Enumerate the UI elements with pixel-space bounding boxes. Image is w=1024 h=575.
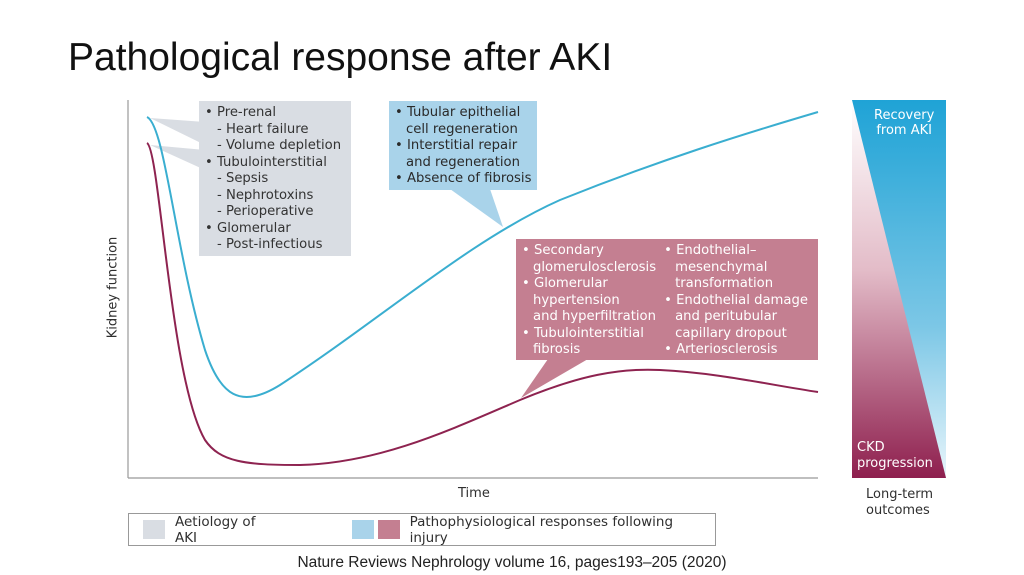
recovery-outcome-label: Recovery from AKI bbox=[874, 108, 934, 138]
legend-swatch-blue bbox=[351, 520, 374, 539]
x-axis-label: Time bbox=[458, 486, 490, 501]
ckd-outcome-label: CKD progression bbox=[857, 440, 933, 472]
aetiology-item: - Sepsis bbox=[217, 171, 269, 186]
aetiology-item: - Post-infectious bbox=[217, 237, 323, 252]
citation: Nature Reviews Nephrology volume 16, pag… bbox=[297, 554, 727, 571]
progression-item: • Glomerular bbox=[522, 276, 608, 291]
progression-item: • Endothelial damage bbox=[664, 292, 808, 308]
aetiology-callout: • Pre-renal - Heart failure - Volume dep… bbox=[199, 101, 351, 256]
outcomes-label-line: Long-term bbox=[866, 487, 934, 502]
aetiology-item: • Tubulointerstitial bbox=[205, 154, 327, 170]
progression-item: • Arteriosclerosis bbox=[664, 342, 778, 357]
aetiology-item: - Heart failure bbox=[217, 121, 309, 137]
progression-item: glomerulosclerosis bbox=[533, 259, 657, 275]
aetiology-item: • Pre-renal bbox=[205, 105, 277, 120]
slide-title: Pathological response after AKI bbox=[68, 36, 613, 79]
aetiology-callout-tail bbox=[150, 118, 205, 145]
legend-swatch-pink bbox=[377, 520, 400, 539]
progression-item: fibrosis bbox=[533, 342, 581, 357]
recovery-label-line: Recovery bbox=[874, 108, 935, 123]
progression-column-1: • Secondary glomerulosclerosis • Glomeru… bbox=[522, 243, 657, 357]
progression-item: hypertension bbox=[533, 292, 620, 308]
long-term-outcomes-label: Long-term outcomes bbox=[866, 487, 933, 519]
recovery-item: cell regeneration bbox=[406, 121, 518, 137]
legend-responses: Pathophysiological responses following i… bbox=[409, 513, 674, 546]
progression-item: • Secondary bbox=[522, 243, 604, 258]
outcome-bar-recovery-triangle bbox=[852, 100, 946, 478]
y-axis-label: Kidney function bbox=[105, 236, 121, 339]
progression-item: and peritubular bbox=[675, 309, 778, 324]
legend: Aetiology of AKI Pathophysiological resp… bbox=[128, 513, 716, 546]
recovery-callout: • Tubular epithelial cell regeneration •… bbox=[389, 101, 537, 190]
outcomes-label-line: outcomes bbox=[866, 503, 930, 518]
progression-item: capillary dropout bbox=[675, 325, 787, 341]
recovery-item: • Absence of fibrosis bbox=[395, 171, 532, 186]
recovery-item: • Tubular epithelial bbox=[395, 105, 521, 120]
aetiology-item: - Nephrotoxins bbox=[217, 187, 314, 203]
aetiology-callout-tail-2 bbox=[150, 145, 205, 170]
progression-item: • Endothelial– bbox=[664, 243, 757, 258]
aetiology-item: - Perioperative bbox=[217, 204, 314, 219]
progression-item: • Tubulointerstitial bbox=[522, 325, 644, 341]
progression-column-2: • Endothelial– mesenchymal transformatio… bbox=[664, 243, 808, 357]
progression-item: and hyperfiltration bbox=[533, 309, 656, 324]
progression-item: transformation bbox=[675, 276, 774, 291]
recovery-item: and regeneration bbox=[406, 154, 520, 170]
ckd-label-line: progression bbox=[857, 456, 933, 471]
ckd-label-line: CKD bbox=[857, 440, 885, 455]
legend-swatch-gray bbox=[143, 520, 165, 539]
recovery-item: • Interstitial repair bbox=[395, 138, 518, 153]
aetiology-item: - Volume depletion bbox=[217, 138, 342, 153]
recovery-callout-tail bbox=[450, 189, 503, 227]
legend-aetiology: Aetiology of AKI bbox=[174, 513, 256, 546]
progression-item: mesenchymal bbox=[675, 259, 768, 275]
progression-callout: • Secondary glomerulosclerosis • Glomeru… bbox=[516, 239, 818, 360]
aetiology-item: • Glomerular bbox=[205, 220, 291, 236]
recovery-curve bbox=[146, 111, 819, 398]
ckd-curve bbox=[146, 142, 819, 467]
recovery-label-line: from AKI bbox=[876, 123, 932, 138]
progression-callout-tail bbox=[521, 359, 588, 398]
